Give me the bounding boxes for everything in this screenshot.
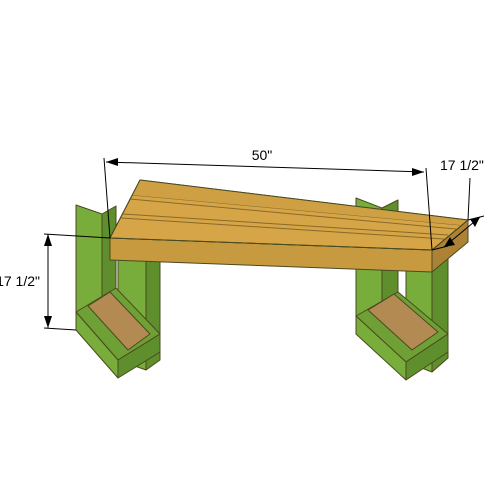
length-label: 50" <box>252 147 273 163</box>
seat <box>110 180 468 272</box>
height-label: 17 1/2" <box>0 273 40 289</box>
depth-label: 17 1/2" <box>440 157 484 173</box>
bench-diagram: 50" 17 1/2" 17 1/2" <box>0 0 500 500</box>
